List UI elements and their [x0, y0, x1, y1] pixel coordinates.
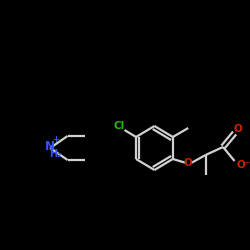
Text: Cl: Cl	[113, 121, 124, 131]
Text: O⁻: O⁻	[236, 160, 250, 170]
Text: O: O	[184, 158, 193, 168]
Text: N: N	[45, 140, 55, 152]
Text: H₂: H₂	[49, 149, 61, 159]
Text: O: O	[233, 124, 242, 134]
Text: +: +	[52, 136, 60, 144]
